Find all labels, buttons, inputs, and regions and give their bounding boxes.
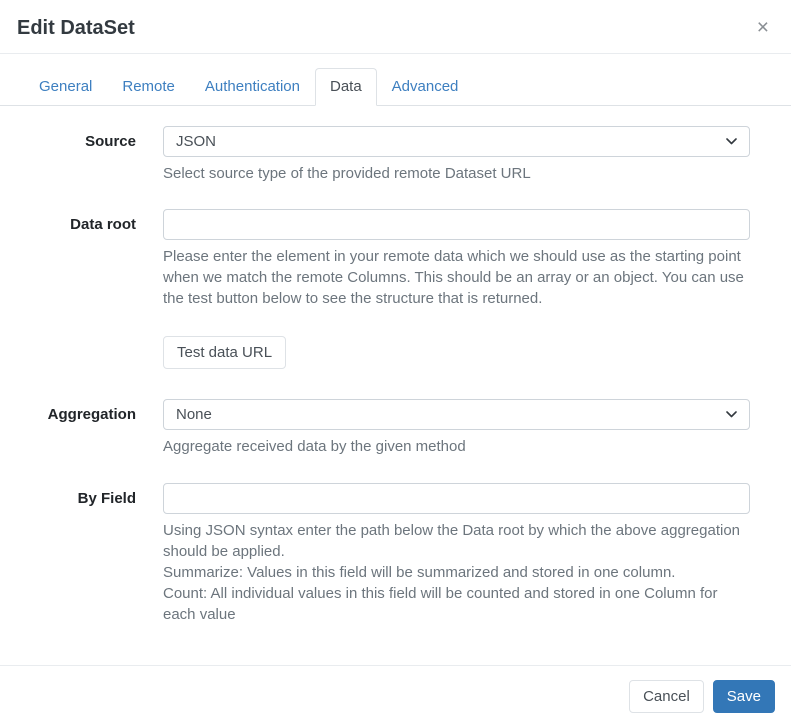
aggregation-select[interactable]: None: [163, 399, 750, 430]
by-field-label: By Field: [77, 490, 136, 507]
by-field-input[interactable]: [163, 483, 750, 514]
tab-remote[interactable]: Remote: [122, 78, 175, 95]
modal-footer: Cancel Save: [0, 665, 791, 727]
test-data-url-button[interactable]: Test data URL: [163, 336, 287, 369]
close-icon[interactable]: ×: [751, 15, 775, 40]
source-row: Source JSON Select source type of the pr…: [0, 126, 791, 184]
aggregation-label: Aggregation: [47, 406, 136, 423]
cancel-button[interactable]: Cancel: [629, 680, 704, 713]
test-button-row: Test data URL: [163, 336, 750, 369]
data-root-help-text: Please enter the element in your remote …: [163, 248, 744, 307]
modal-title: Edit DataSet: [17, 17, 135, 39]
tab-general[interactable]: General: [39, 78, 93, 95]
aggregation-select-value: None: [176, 406, 212, 423]
data-root-label: Data root: [70, 216, 136, 233]
data-root-row: Data root Please enter the element in yo…: [0, 209, 791, 399]
tab-advanced[interactable]: Advanced: [391, 78, 459, 95]
source-select-value: JSON: [176, 133, 217, 150]
data-root-input[interactable]: [163, 209, 750, 240]
chevron-down-icon: [726, 138, 737, 145]
save-button[interactable]: Save: [712, 680, 775, 713]
by-field-row: By Field Using JSON syntax enter the pat…: [0, 483, 791, 625]
aggregation-row: Aggregation None Aggregate received data…: [0, 399, 791, 457]
source-label: Source: [85, 133, 136, 150]
tab-panel-data: Source JSON Select source type of the pr…: [0, 106, 791, 625]
modal-header: Edit DataSet ×: [0, 0, 791, 54]
tab-data[interactable]: Data: [314, 68, 377, 106]
modal-body: General Remote Authentication Data Advan…: [0, 54, 791, 665]
aggregation-help-text: Aggregate received data by the given met…: [163, 438, 466, 455]
tab-authentication[interactable]: Authentication: [204, 78, 300, 95]
source-select[interactable]: JSON: [163, 126, 750, 157]
by-field-help-text: Using JSON syntax enter the path below t…: [163, 522, 741, 623]
source-help-text: Select source type of the provided remot…: [163, 165, 531, 182]
chevron-down-icon: [726, 411, 737, 418]
tab-bar: General Remote Authentication Data Advan…: [0, 68, 791, 106]
